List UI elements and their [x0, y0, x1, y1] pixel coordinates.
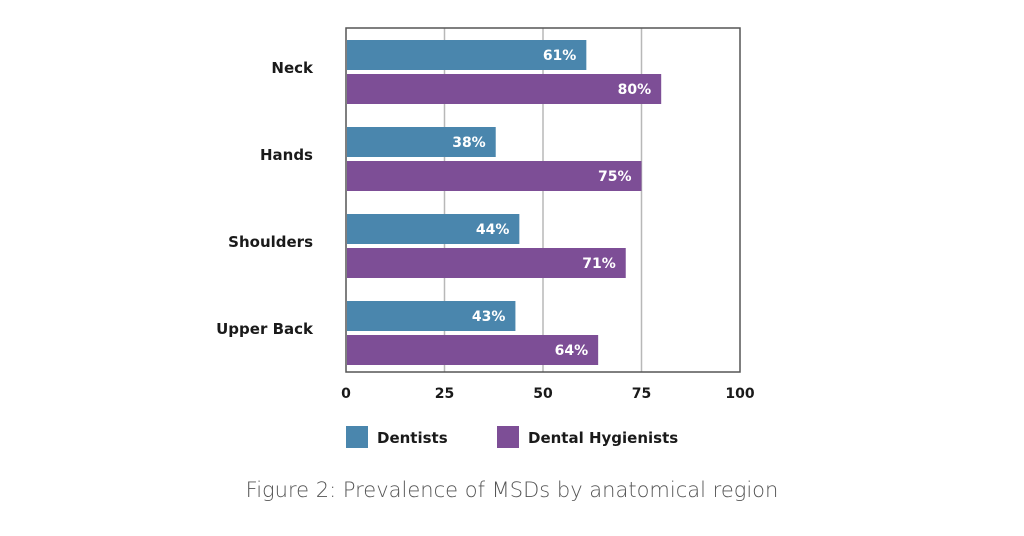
- legend-swatch: [346, 426, 368, 448]
- x-tick-label: 25: [435, 386, 454, 402]
- legend-label: Dentists: [377, 429, 448, 447]
- x-tick-label: 75: [632, 386, 651, 402]
- x-tick-label: 50: [533, 386, 553, 402]
- category-label: Hands: [260, 146, 313, 164]
- bar: [347, 214, 520, 244]
- bar: [347, 74, 662, 104]
- data-label: 80%: [618, 82, 652, 98]
- bar: [347, 40, 587, 70]
- category-label: Upper Back: [216, 320, 314, 338]
- data-label: 71%: [582, 256, 616, 272]
- plot-frame: [345, 27, 741, 373]
- legend-label: Dental Hygienists: [528, 429, 678, 447]
- bar: [347, 301, 516, 331]
- data-label: 61%: [543, 48, 577, 64]
- category-label: Neck: [271, 59, 314, 77]
- category-label: Shoulders: [228, 233, 313, 251]
- data-label: 38%: [452, 135, 486, 151]
- bar: [347, 335, 599, 365]
- data-label: 44%: [476, 222, 510, 238]
- bar: [347, 248, 626, 278]
- figure-caption: Figure 2: Prevalence of MSDs by anatomic…: [245, 478, 779, 502]
- data-label: 64%: [555, 343, 589, 359]
- bar: [347, 161, 642, 191]
- data-label: 43%: [472, 309, 506, 325]
- x-tick-label: 0: [341, 386, 351, 402]
- legend-swatch: [497, 426, 519, 448]
- x-tick-label: 100: [725, 386, 754, 402]
- bar: [347, 127, 496, 157]
- data-label: 75%: [598, 169, 632, 185]
